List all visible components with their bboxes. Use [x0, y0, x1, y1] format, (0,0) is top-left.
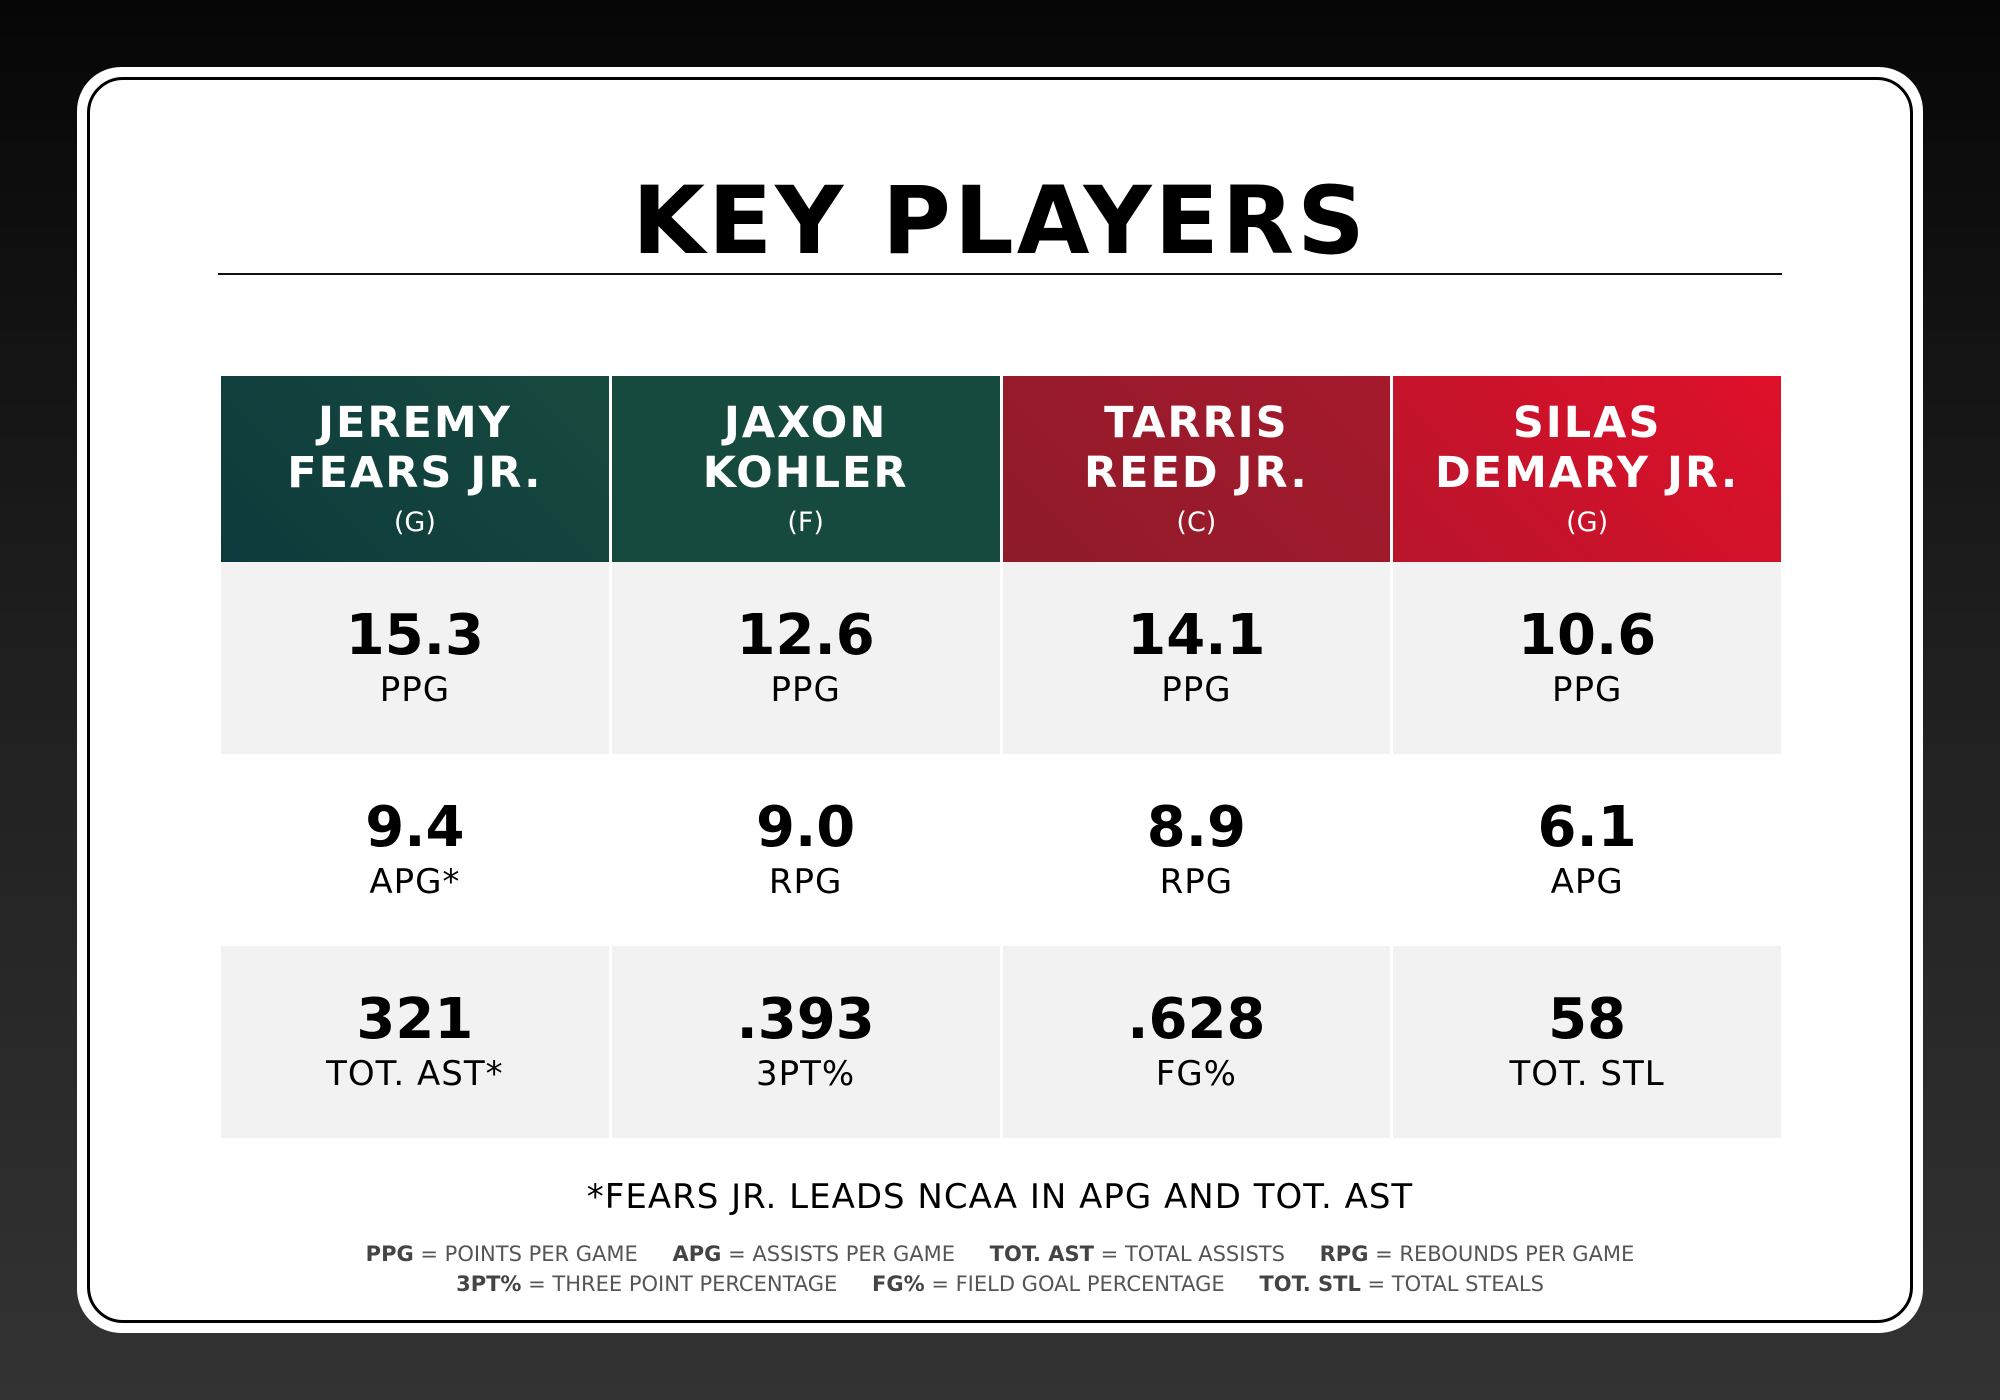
legend-abbr: FG% — [872, 1272, 925, 1296]
stat-value: 14.1 — [1127, 603, 1266, 668]
stat-cell: .393 3PT% — [611, 946, 1000, 1138]
stat-label: PPG — [379, 670, 451, 710]
stat-label: PPG — [1551, 670, 1623, 710]
title-divider — [218, 273, 1782, 275]
stat-cell: 14.1 PPG — [1002, 562, 1391, 754]
legend-desc: = FIELD GOAL PERCENTAGE — [931, 1272, 1225, 1296]
player-name-line1: JEREMY — [317, 398, 512, 448]
stat-value: 9.4 — [365, 795, 465, 860]
player-header-4: SILAS DEMARY JR. (G) — [1393, 376, 1781, 562]
player-name-line1: SILAS — [1512, 398, 1662, 448]
stat-value: 6.1 — [1537, 795, 1637, 860]
footnote: *FEARS JR. LEADS NCAA IN APG AND TOT. AS… — [586, 1177, 1414, 1217]
legend-item: TOT. AST = TOTAL ASSISTS — [990, 1242, 1285, 1266]
player-name-line1: TARRIS — [1104, 398, 1289, 448]
legend-desc: = THREE POINT PERCENTAGE — [528, 1272, 838, 1296]
stat-label: TOT. STL — [1509, 1054, 1665, 1094]
stat-cell: 12.6 PPG — [611, 562, 1000, 754]
stat-value: 12.6 — [736, 603, 875, 668]
stat-label: TOT. AST* — [326, 1054, 504, 1094]
player-name-line2: REED JR. — [1083, 448, 1309, 498]
player-position: (G) — [1566, 507, 1609, 538]
player-name-line2: KOHLER — [702, 448, 909, 498]
legend-desc: = ASSISTS PER GAME — [728, 1242, 955, 1266]
stat-value: 58 — [1548, 987, 1627, 1052]
player-header-3: TARRIS REED JR. (C) — [1002, 376, 1391, 562]
legend-desc: = TOTAL STEALS — [1367, 1272, 1544, 1296]
stat-value: 9.0 — [756, 795, 856, 860]
stat-cell: 58 TOT. STL — [1393, 946, 1781, 1138]
stat-label: RPG — [768, 862, 843, 902]
legend-abbr: TOT. AST — [989, 1242, 1094, 1266]
key-players-card: KEY PLAYERS JEREMY FEARS JR. (G) JAXON K… — [77, 67, 1923, 1333]
stat-value: 15.3 — [345, 603, 484, 668]
player-stats-table: JEREMY FEARS JR. (G) JAXON KOHLER (F) TA… — [221, 376, 1781, 1212]
stat-value: .393 — [736, 987, 875, 1052]
legend-item: APG = ASSISTS PER GAME — [673, 1242, 955, 1266]
stat-label: 3PT% — [756, 1054, 856, 1094]
stat-value: 321 — [356, 987, 474, 1052]
page-title: KEY PLAYERS — [632, 167, 1368, 276]
stat-label: PPG — [770, 670, 841, 710]
legend-line-1: PPG = POINTS PER GAME APG = ASSISTS PER … — [77, 1239, 1923, 1269]
stat-label: APG — [1550, 862, 1624, 902]
legend-desc: = TOTAL ASSISTS — [1100, 1242, 1285, 1266]
legend-abbr: 3PT% — [456, 1272, 522, 1296]
player-position: (G) — [393, 507, 436, 538]
stat-cell: 10.6 PPG — [1393, 562, 1781, 754]
legend-item: PPG = POINTS PER GAME — [366, 1242, 638, 1266]
stat-cell: 321 TOT. AST* — [221, 946, 609, 1138]
stat-label: PPG — [1161, 670, 1232, 710]
stat-label: FG% — [1155, 1054, 1237, 1094]
stat-cell: 15.3 PPG — [221, 562, 609, 754]
legend-item: RPG = REBOUNDS PER GAME — [1320, 1242, 1635, 1266]
legend-abbr: RPG — [1319, 1242, 1369, 1266]
stat-cell: 9.4 APG* — [221, 754, 609, 946]
stat-label: APG* — [369, 862, 461, 902]
abbreviation-legend: PPG = POINTS PER GAME APG = ASSISTS PER … — [77, 1239, 1923, 1299]
player-name-line1: JAXON — [723, 398, 888, 448]
player-name-line2: DEMARY JR. — [1435, 448, 1740, 498]
player-header-1: JEREMY FEARS JR. (G) — [221, 376, 609, 562]
stat-cell: 6.1 APG — [1393, 754, 1781, 946]
stat-value: 10.6 — [1518, 603, 1657, 668]
legend-desc: = REBOUNDS PER GAME — [1375, 1242, 1635, 1266]
legend-item: 3PT% = THREE POINT PERCENTAGE — [456, 1272, 837, 1296]
legend-abbr: TOT. STL — [1259, 1272, 1361, 1296]
player-header-2: JAXON KOHLER (F) — [611, 376, 1000, 562]
legend-item: FG% = FIELD GOAL PERCENTAGE — [872, 1272, 1225, 1296]
legend-abbr: APG — [672, 1242, 722, 1266]
player-position: (C) — [1176, 507, 1217, 538]
legend-abbr: PPG — [365, 1242, 414, 1266]
player-position: (F) — [787, 507, 824, 538]
player-name-line2: FEARS JR. — [287, 448, 543, 498]
stat-cell: .628 FG% — [1002, 946, 1391, 1138]
legend-line-2: 3PT% = THREE POINT PERCENTAGE FG% = FIEL… — [77, 1269, 1923, 1299]
stat-cell: 9.0 RPG — [611, 754, 1000, 946]
stat-cell: 8.9 RPG — [1002, 754, 1391, 946]
stat-label: RPG — [1159, 862, 1234, 902]
legend-item: TOT. STL = TOTAL STEALS — [1259, 1272, 1544, 1296]
stat-value: 8.9 — [1146, 795, 1246, 860]
legend-desc: = POINTS PER GAME — [420, 1242, 638, 1266]
stat-value: .628 — [1127, 987, 1266, 1052]
